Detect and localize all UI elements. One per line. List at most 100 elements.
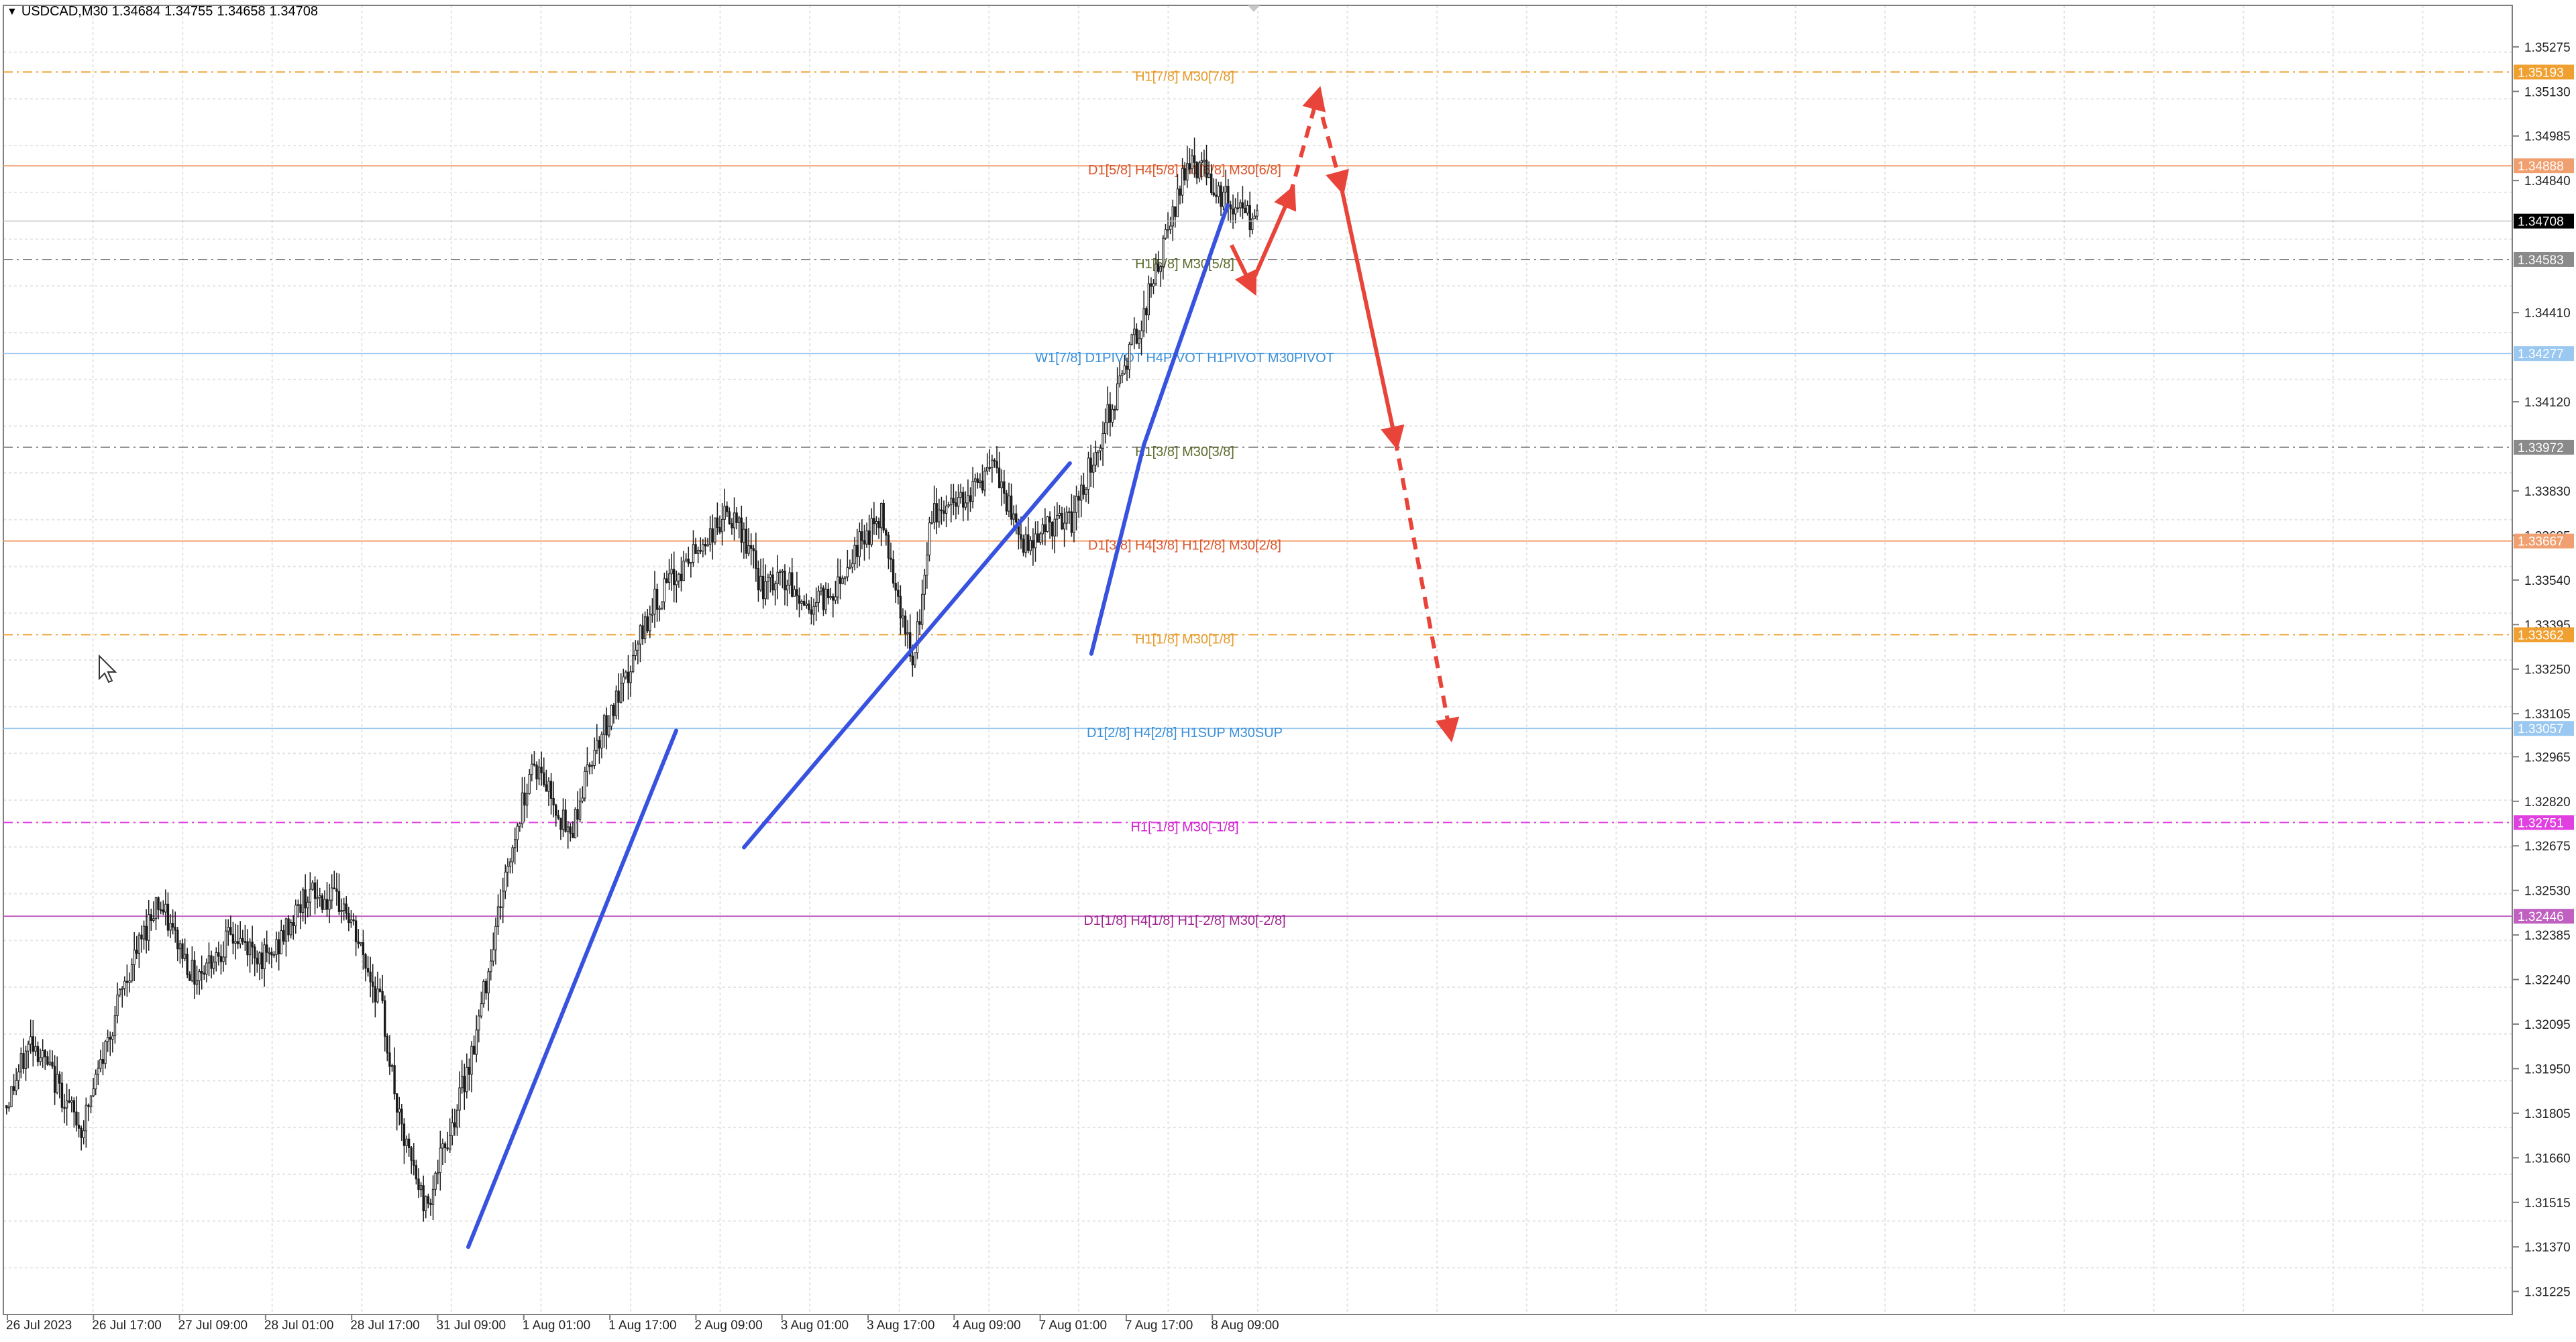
candle-body	[490, 960, 492, 972]
candle-body	[251, 942, 254, 948]
candle-body	[280, 930, 282, 954]
candle-body	[70, 1100, 73, 1103]
candle-body	[957, 497, 960, 507]
candle-body	[718, 527, 721, 533]
candle-body	[1008, 495, 1010, 512]
candle-body	[239, 938, 241, 944]
candle-body	[446, 1148, 449, 1150]
candle-body	[590, 765, 594, 767]
candle-body	[853, 545, 856, 564]
candle-body	[740, 517, 743, 543]
candle-body	[282, 930, 285, 942]
candle-body	[906, 632, 909, 634]
candle-body	[201, 970, 203, 974]
candle-body	[749, 545, 753, 549]
candle-body	[1203, 160, 1205, 162]
symbol-label: USDCAD,M30	[21, 4, 108, 19]
candle-body	[441, 1143, 444, 1149]
candle-body	[277, 939, 280, 954]
candle-body	[1145, 308, 1148, 316]
candle-body	[974, 478, 977, 482]
candle-body	[121, 988, 123, 990]
candle-body	[1099, 447, 1102, 451]
candle-body	[152, 918, 155, 921]
candle-body	[1236, 207, 1239, 209]
candle-body	[1094, 452, 1097, 465]
candle-body	[1068, 511, 1071, 513]
candle-body	[596, 740, 598, 751]
candle-body	[1140, 330, 1143, 339]
candle-body	[735, 512, 738, 523]
candle-body	[229, 927, 232, 935]
candle-body	[254, 946, 256, 959]
candle-body	[480, 1003, 483, 1017]
candle-body	[1020, 534, 1022, 540]
candle-body	[1130, 334, 1133, 345]
candle-body	[1256, 210, 1258, 217]
candle-body	[545, 784, 548, 792]
candle-body	[694, 544, 697, 554]
candle-body	[1183, 168, 1186, 181]
candle-body	[543, 772, 545, 785]
candle-body	[1229, 204, 1232, 210]
y-tick-label: 1.32820	[2524, 795, 2571, 809]
candle-body	[48, 1062, 52, 1065]
candle-body	[1159, 266, 1162, 272]
candle-body	[865, 530, 868, 545]
candle-body	[118, 989, 121, 995]
candle-body	[841, 577, 844, 584]
candle-body	[555, 804, 557, 816]
candle-body	[800, 600, 803, 604]
candle-body	[998, 467, 1001, 488]
candle-body	[993, 459, 996, 462]
level-label: W1[7/8] D1PIVOT H4PIVOT H1PIVOT M30PIVOT	[1035, 351, 1334, 366]
candle-body	[301, 889, 305, 913]
candle-body	[802, 600, 806, 606]
dropdown-triangle-icon[interactable]: ▼	[7, 5, 17, 17]
candle-body	[499, 906, 502, 908]
scroll-marker-icon[interactable]	[1248, 5, 1260, 12]
mouse-cursor-icon	[99, 654, 117, 683]
candle-body	[333, 887, 335, 889]
level-label: H1[3/8] M30[3/8]	[1135, 445, 1234, 459]
candle-body	[455, 1109, 459, 1128]
candle-body	[661, 602, 663, 609]
candle-body	[1075, 496, 1078, 513]
wave-line	[742, 461, 1072, 850]
candle-body	[667, 573, 671, 583]
candle-body	[390, 1065, 394, 1067]
candle-body	[244, 941, 247, 943]
candle-body	[1111, 408, 1114, 423]
candle-body	[824, 588, 827, 610]
level-price-tag	[2514, 627, 2574, 642]
candle-body	[1092, 464, 1095, 473]
candle-body	[434, 1172, 437, 1190]
candle-body	[46, 1056, 49, 1065]
candle-body	[593, 750, 596, 766]
candle-body	[335, 888, 338, 892]
candle-body	[236, 941, 239, 944]
candle-body	[1044, 524, 1046, 533]
candle-body	[1174, 206, 1177, 217]
candle-body	[820, 588, 822, 592]
candle-body	[793, 589, 796, 597]
level-price-label: 1.35193	[2518, 66, 2564, 80]
candle-body	[1089, 457, 1092, 473]
candle-body	[926, 555, 928, 575]
candle-body	[85, 1105, 88, 1131]
candle-body	[419, 1185, 423, 1190]
candle-body	[1104, 422, 1107, 435]
candle-body	[1116, 383, 1119, 410]
candle-body	[932, 503, 936, 523]
candle-body	[1106, 404, 1109, 423]
y-tick-label: 1.33540	[2524, 574, 2571, 588]
candle-body	[1056, 515, 1059, 520]
candle-body	[1205, 160, 1208, 178]
candle-body	[528, 774, 531, 794]
candle-body	[706, 544, 709, 547]
candle-body	[629, 671, 632, 683]
forecast-arrow	[1393, 438, 1460, 743]
candle-body	[829, 596, 832, 598]
